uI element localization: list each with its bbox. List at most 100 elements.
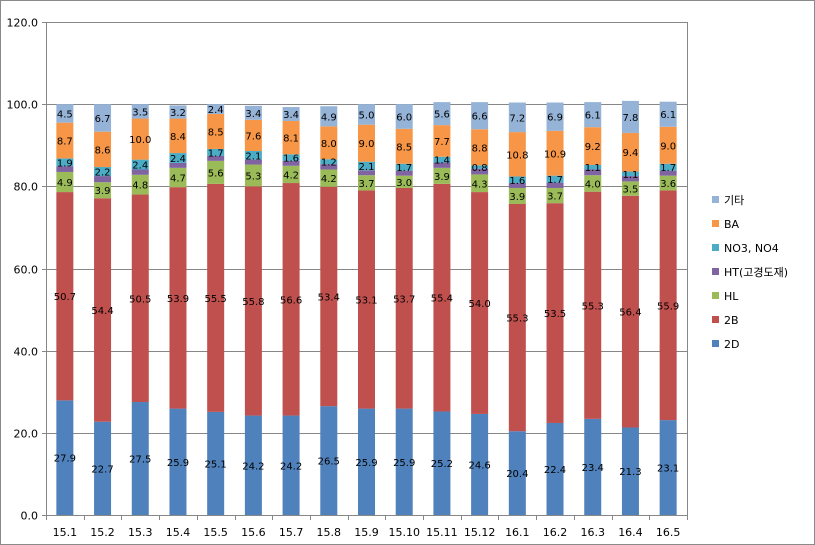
data-label: 4.2 bbox=[321, 174, 337, 185]
bar-segment bbox=[56, 400, 74, 515]
bar-segment bbox=[584, 164, 602, 170]
data-label: 9.2 bbox=[585, 142, 601, 153]
bar-segment bbox=[94, 198, 112, 422]
bar-segment bbox=[433, 125, 451, 157]
data-label: 20.4 bbox=[506, 469, 528, 480]
data-label: 3.7 bbox=[547, 192, 563, 203]
data-label: 8.1 bbox=[283, 134, 299, 145]
data-label: 6.1 bbox=[585, 111, 601, 122]
bars bbox=[56, 100, 677, 515]
y-tick-label: 60.0 bbox=[14, 264, 39, 277]
data-label: 22.7 bbox=[91, 464, 113, 475]
data-label: 3.0 bbox=[396, 178, 412, 189]
data-label: 8.5 bbox=[396, 142, 412, 153]
data-label: 55.8 bbox=[242, 297, 264, 308]
data-label: 54.0 bbox=[468, 299, 490, 310]
bar-segment bbox=[169, 187, 187, 409]
data-label: 25.2 bbox=[431, 459, 453, 470]
bar-segment bbox=[358, 170, 375, 176]
bar-segment bbox=[282, 165, 300, 184]
x-tick-label: 16.5 bbox=[656, 526, 681, 539]
data-label: 2.1 bbox=[245, 151, 261, 162]
x-tick-label: 15.5 bbox=[203, 526, 228, 539]
bar-segment bbox=[131, 104, 149, 119]
bar-segment bbox=[94, 421, 112, 515]
bar-segment bbox=[659, 170, 677, 176]
data-label: 55.4 bbox=[431, 294, 453, 305]
data-label: 25.9 bbox=[355, 458, 377, 469]
bar-segment bbox=[584, 102, 602, 128]
y-tick-label: 20.0 bbox=[14, 428, 39, 441]
bar-segment bbox=[433, 162, 451, 168]
data-label: 3.4 bbox=[283, 110, 299, 121]
data-label: 3.5 bbox=[132, 107, 148, 118]
data-label: 4.9 bbox=[321, 112, 337, 123]
data-label: 3.5 bbox=[622, 185, 638, 196]
bar-segment bbox=[169, 118, 187, 154]
bar-segment bbox=[282, 107, 300, 122]
legend-swatch bbox=[712, 340, 719, 347]
data-label: 55.3 bbox=[506, 314, 528, 325]
bar-segment bbox=[433, 156, 451, 163]
data-label: 25.9 bbox=[167, 458, 189, 469]
data-label: 25.9 bbox=[393, 458, 415, 469]
x-tick-label: 15.3 bbox=[128, 526, 153, 539]
data-label: 55.5 bbox=[205, 294, 227, 305]
bar-segment bbox=[584, 175, 602, 192]
bar-segment bbox=[546, 203, 564, 423]
data-label: 56.6 bbox=[280, 295, 302, 306]
data-label: 55.3 bbox=[582, 301, 604, 312]
x-tick-label: 15.7 bbox=[279, 526, 304, 539]
legend-label: 2D bbox=[724, 338, 739, 351]
bar-segment bbox=[621, 181, 639, 196]
bar-segment bbox=[433, 183, 451, 412]
bar-segment bbox=[395, 163, 413, 171]
data-label: 8.7 bbox=[57, 137, 73, 148]
data-label: 3.9 bbox=[509, 192, 525, 203]
bar-segment bbox=[433, 102, 451, 126]
bar-segment bbox=[433, 167, 451, 184]
bar-segment bbox=[169, 105, 187, 119]
data-label: 24.2 bbox=[242, 461, 264, 472]
bar-segment bbox=[320, 106, 338, 127]
data-label: 53.4 bbox=[318, 292, 340, 303]
data-label: 27.9 bbox=[54, 454, 76, 465]
legend-swatch bbox=[712, 292, 719, 299]
data-label: 3.2 bbox=[170, 108, 186, 119]
data-label: 1.7 bbox=[208, 148, 224, 159]
bar-segment bbox=[471, 174, 489, 193]
bar-segment bbox=[169, 408, 187, 515]
bar-segment bbox=[395, 187, 413, 409]
bar-segment bbox=[320, 159, 338, 165]
bar-segment bbox=[244, 151, 262, 160]
data-labels: 27.9 50.7 4.9 1.9 8.7 4.5 22.7 54.4 3.9 2.2 8.6 6.7… bbox=[54, 105, 680, 480]
data-label: 4.8 bbox=[132, 181, 148, 192]
bar-segment bbox=[546, 422, 564, 515]
legend-swatch bbox=[712, 316, 719, 323]
bar-segment bbox=[131, 169, 149, 175]
bar-segment bbox=[56, 122, 74, 159]
y-tick-label: 40.0 bbox=[14, 346, 39, 359]
bar-segment bbox=[244, 164, 262, 187]
bar-segment bbox=[621, 427, 639, 515]
y-axis: 0.0 20.0 40.0 60.0 80.0 100.0 120.0 bbox=[7, 17, 47, 523]
data-label: 5.6 bbox=[434, 110, 450, 121]
bar-segment bbox=[207, 155, 225, 161]
bar-segment bbox=[131, 194, 149, 403]
bar-segment bbox=[94, 167, 112, 177]
bar-segment bbox=[131, 402, 149, 515]
bar-segment bbox=[282, 121, 300, 155]
data-label: 7.2 bbox=[509, 113, 525, 124]
data-label: 55.9 bbox=[657, 301, 679, 312]
bar-segment bbox=[621, 100, 639, 133]
bar-segment bbox=[433, 411, 451, 515]
bar-segment bbox=[546, 102, 564, 131]
data-label: 4.9 bbox=[57, 178, 73, 189]
bar-segment bbox=[659, 420, 677, 515]
data-label: 1.6 bbox=[283, 154, 299, 165]
data-label: 24.2 bbox=[280, 461, 302, 472]
data-label: 1.1 bbox=[585, 163, 601, 174]
bar-segment bbox=[546, 130, 564, 176]
x-tick-label: 16.2 bbox=[543, 526, 568, 539]
